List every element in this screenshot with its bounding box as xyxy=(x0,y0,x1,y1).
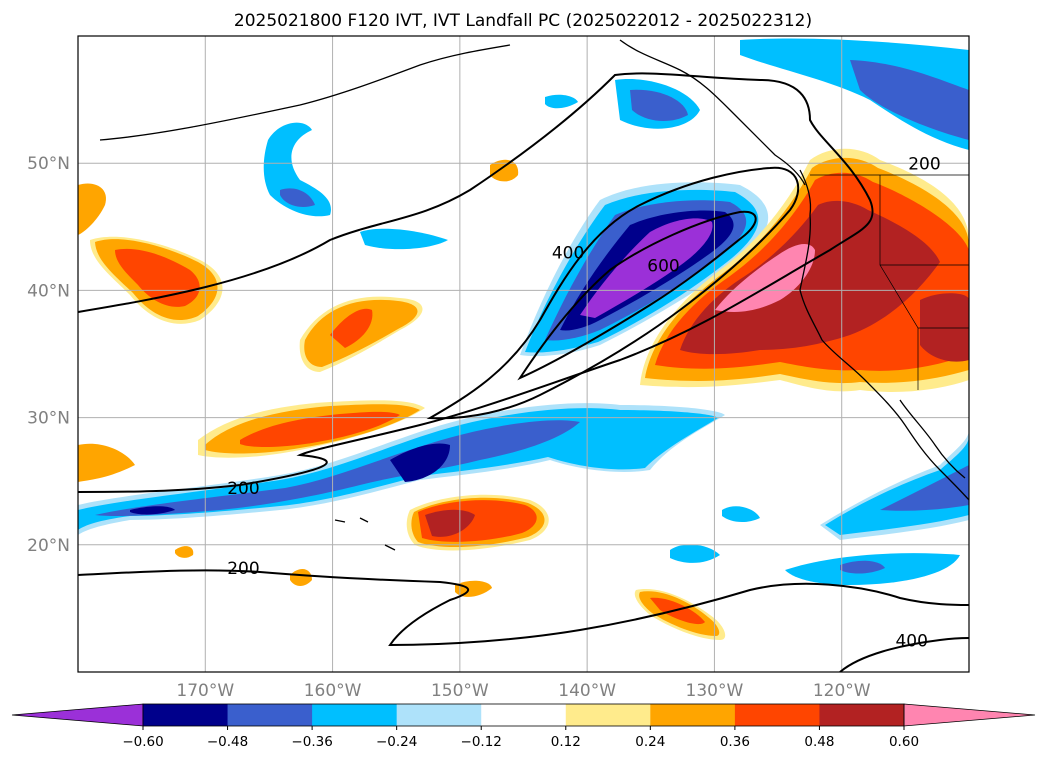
pos-anomaly-subtropics-west-core xyxy=(240,411,400,447)
gridlines xyxy=(78,36,969,672)
neg-anomaly-gulf-lobe xyxy=(545,94,578,109)
neg-anomaly-north xyxy=(740,38,969,150)
contour-200-north xyxy=(78,72,874,493)
contour-200-south xyxy=(78,569,969,647)
bc-coast xyxy=(799,169,812,216)
neg-anomaly-small-1 xyxy=(670,544,720,563)
colorbar-tick-label: −0.12 xyxy=(461,734,502,750)
colorbar-cell xyxy=(650,704,736,726)
alaska-coast xyxy=(619,39,806,186)
pos-anomaly-small-5 xyxy=(290,568,312,586)
colorbar-tick-label: 0.12 xyxy=(551,734,581,750)
colorbar-cell xyxy=(143,704,229,726)
neg-anomaly-south-core xyxy=(840,560,885,574)
colorbar-tick-label: 0.48 xyxy=(804,734,834,750)
ivt-contours xyxy=(78,72,969,672)
contour-600 xyxy=(517,210,757,381)
colorbar: −0.60 −0.48 −0.36 −0.24 −0.12 0.12 0.24 0.36 0.4… xyxy=(11,703,1036,750)
colorbar-cell xyxy=(565,704,651,726)
neg-anomaly-subtropics-3 xyxy=(95,420,580,517)
contour-label: 200 xyxy=(227,559,259,579)
neg-anomaly-southeast-2 xyxy=(825,436,969,535)
pos-anomaly-central-midlat-core xyxy=(330,308,373,348)
pos-anomaly-south-core xyxy=(650,597,705,625)
pos-anomaly-central-subtropics-core xyxy=(425,509,475,537)
pos-anomaly-ca-4 xyxy=(680,200,940,355)
latitude-tick-labels: 20°N 30°N 40°N 50°N xyxy=(27,154,70,556)
neg-anomaly-gulf-core xyxy=(630,89,688,122)
colorbar-extend-max xyxy=(903,703,1036,727)
pos-anomaly-small-north xyxy=(490,159,519,182)
lat-tick-label: 40°N xyxy=(27,281,70,301)
contour-label: 600 xyxy=(647,256,679,276)
lat-tick-label: 50°N xyxy=(27,154,70,174)
lat-tick-label: 30°N xyxy=(27,409,70,429)
neg-anomaly-north-core xyxy=(850,60,969,140)
lon-tick-label: 170°W xyxy=(176,681,234,701)
neg-anomaly-subtropics-core-2 xyxy=(130,506,175,515)
neg-anomaly-small-2 xyxy=(722,506,760,523)
neg-anomaly-hawaii-arc-core xyxy=(280,188,315,207)
colorbar-tick-label: −0.60 xyxy=(122,734,163,750)
aleutian-coast xyxy=(99,44,511,141)
lon-tick-label: 120°W xyxy=(813,681,871,701)
lon-tick-label: 150°W xyxy=(431,681,489,701)
colorbar-cell xyxy=(819,704,905,726)
contour-label: 200 xyxy=(908,155,940,175)
colorbar-tick-label: 0.36 xyxy=(720,734,750,750)
colorbar-tick-label: −0.24 xyxy=(376,734,417,750)
pos-anomaly-far-west xyxy=(78,443,135,482)
colorbar-tick-label: 0.60 xyxy=(889,734,919,750)
colorbar-tick-label: 0.24 xyxy=(635,734,665,750)
lon-tick-label: 130°W xyxy=(686,681,744,701)
map-border xyxy=(77,35,970,673)
contour-400 xyxy=(426,166,800,420)
pos-anomaly-ca-core xyxy=(715,243,815,312)
coastlines xyxy=(99,39,969,551)
pos-anomaly-northwest xyxy=(78,183,106,235)
pos-anomaly-small-6 xyxy=(175,546,194,558)
colorbar-tick-label: −0.48 xyxy=(207,734,248,750)
contour-labels: 200 200 400 600 400 200 xyxy=(227,155,940,652)
hawaii-islands xyxy=(334,517,396,551)
colorbar-tick-label: −0.36 xyxy=(291,734,332,750)
lat-tick-label: 20°N xyxy=(27,536,70,556)
lon-tick-label: 140°W xyxy=(558,681,616,701)
colorbar-cell xyxy=(734,704,820,726)
pos-anomaly-nevada xyxy=(920,293,969,362)
pos-anomaly-small-4 xyxy=(455,580,492,597)
map-title: 2025021800 F120 IVT, IVT Landfall PC (20… xyxy=(234,11,812,31)
state-borders xyxy=(810,174,969,390)
colorbar-cell xyxy=(227,704,313,726)
neg-anomaly-subtropics-core xyxy=(390,443,450,482)
colorbar-cell xyxy=(396,704,482,726)
colorbar-extend-min xyxy=(11,703,144,727)
contour-label: 400 xyxy=(895,632,927,652)
colorbar-outline xyxy=(142,703,905,727)
colorbar-cell xyxy=(312,704,398,726)
west-coast-us xyxy=(799,214,969,501)
neg-anomaly-main-core xyxy=(580,218,713,318)
colorbar-cell xyxy=(481,704,567,726)
map-frame: 200 200 400 600 400 200 xyxy=(77,35,970,673)
lon-tick-label: 160°W xyxy=(304,681,362,701)
contour-400-south xyxy=(839,637,969,672)
contour-label: 200 xyxy=(227,479,259,499)
longitude-tick-labels: 170°W 160°W 150°W 140°W 130°W 120°W xyxy=(176,681,870,701)
neg-anomaly-small-3 xyxy=(360,228,448,250)
contour-label: 400 xyxy=(552,244,584,264)
ivt-pc-fill-layer xyxy=(78,38,969,640)
baja-coast xyxy=(899,399,966,479)
